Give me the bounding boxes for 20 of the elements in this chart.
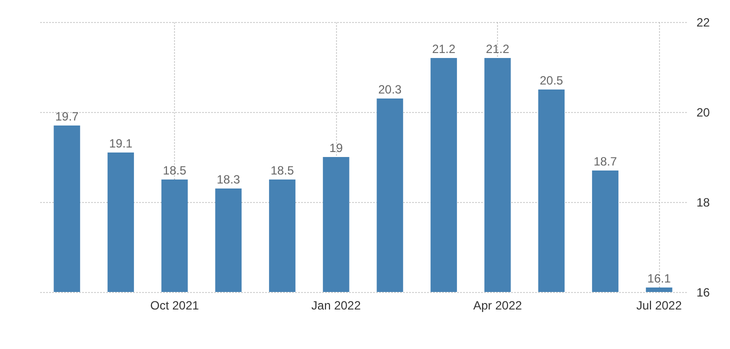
data-label: 19 — [329, 141, 344, 155]
y-tick-label: 16 — [696, 286, 710, 300]
data-label: 19.7 — [55, 110, 79, 124]
data-label: 18.3 — [216, 172, 240, 186]
y-tick-label: 22 — [696, 16, 710, 30]
data-label: 19.1 — [109, 136, 133, 150]
data-label: 16.1 — [647, 272, 672, 286]
x-tick-label: Jul 2022 — [636, 298, 682, 312]
y-tick-label: 20 — [696, 106, 710, 120]
y-tick-label: 18 — [696, 196, 710, 210]
data-label: 21.2 — [486, 42, 510, 56]
x-tick-label: Apr 2022 — [473, 298, 522, 312]
x-tick-label: Jan 2022 — [311, 298, 362, 312]
data-label: 20.5 — [540, 74, 564, 88]
data-label: 18.5 — [162, 164, 187, 178]
data-label: 21.2 — [432, 42, 456, 56]
data-label: 20.3 — [378, 82, 402, 96]
data-label: 18.7 — [594, 154, 618, 168]
data-label: 18.5 — [270, 164, 294, 178]
x-tick-label: Oct 2021 — [150, 298, 200, 312]
